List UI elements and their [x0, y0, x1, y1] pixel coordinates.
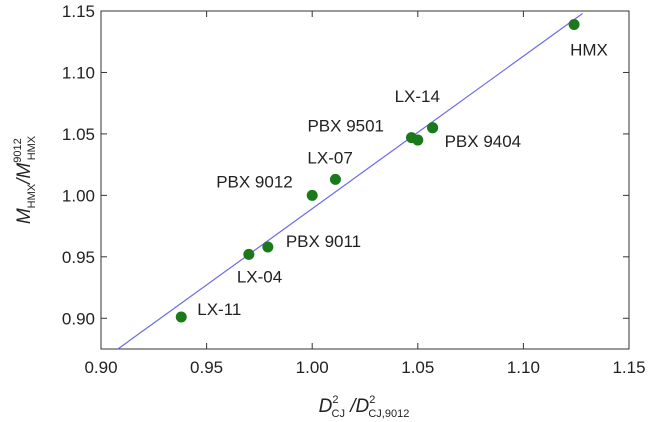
data-point-label: PBX 9012 — [216, 172, 293, 191]
x-tick-label: 1.05 — [401, 358, 434, 377]
fit-line — [117, 12, 583, 350]
y-tick-label: 1.00 — [62, 186, 95, 205]
plot-frame — [100, 10, 630, 350]
y-tick-label: 0.95 — [62, 248, 95, 267]
data-point — [175, 311, 187, 323]
data-point-label: HMX — [570, 41, 608, 60]
ticks-layer: 0.90 0.95 1.00 1.05 1.10 1.15 0.90 0.95 1.00 1.05… — [62, 2, 646, 377]
data-point — [262, 241, 274, 253]
data-point-label: LX-07 — [307, 148, 352, 167]
y-axis-label: MHMX/M9012 HMX — [12, 135, 38, 224]
x-tick-label: 0.90 — [84, 358, 117, 377]
data-point-label: LX-04 — [237, 267, 282, 286]
data-point — [329, 173, 341, 185]
x-tick-label: 1.10 — [507, 358, 540, 377]
x-tick-label: 1.00 — [296, 358, 329, 377]
data-point-label: PBX 9404 — [445, 132, 522, 151]
data-point — [243, 248, 255, 260]
x-tick-label: 1.15 — [612, 358, 645, 377]
data-point-label: LX-11 — [197, 300, 241, 319]
data-point — [427, 122, 439, 134]
data-point-label: LX-14 — [395, 87, 440, 106]
y-tick-label: 1.10 — [62, 63, 95, 82]
y-tick-label: 0.90 — [62, 309, 95, 328]
points-layer — [175, 19, 580, 323]
fit-line-layer — [117, 12, 583, 350]
data-point-label: PBX 9501 — [307, 117, 384, 136]
x-tick-label: 0.95 — [190, 358, 223, 377]
y-tick-label: 1.05 — [62, 125, 95, 144]
data-point — [412, 134, 424, 146]
data-point — [568, 19, 580, 31]
data-point-label: PBX 9011 — [286, 232, 361, 251]
data-point — [306, 189, 318, 201]
x-axis-label: D2 CJ /D2 CJ,9012 — [319, 394, 410, 420]
y-tick-label: 1.15 — [62, 2, 95, 21]
